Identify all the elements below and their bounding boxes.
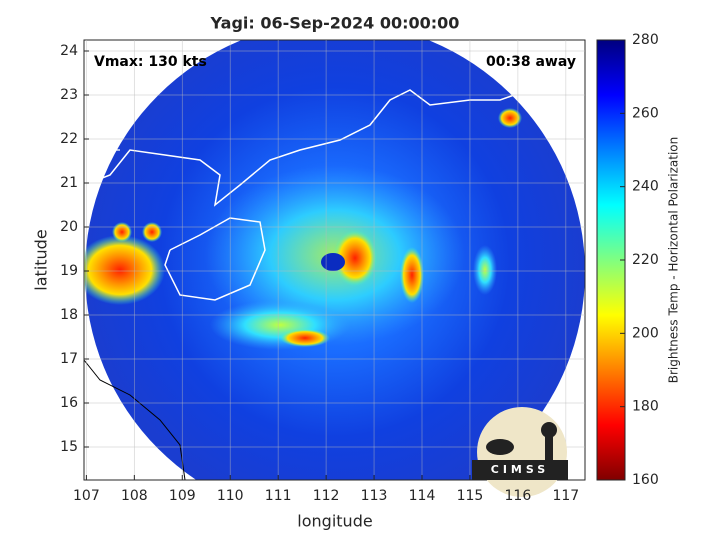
colorbar-tick-label: 200 [632,325,659,341]
colorbar-tick-label: 160 [632,472,659,488]
colorbar-tick-label: 260 [632,105,659,121]
y-axis-label: latitude [32,229,51,290]
x-tick-label: 113 [361,488,388,504]
y-tick-label: 21 [60,175,78,191]
y-tick-label: 16 [60,395,78,411]
x-tick-label: 107 [73,488,100,504]
y-tick-label: 23 [60,87,78,103]
logo: CIMSS [472,407,568,497]
x-tick-label: 109 [169,488,196,504]
colorbar-tick-label: 240 [632,179,659,195]
satellite-image [84,40,585,480]
x-tick-label: 110 [217,488,244,504]
x-tick-label: 116 [505,488,532,504]
x-axis-label: longitude [297,512,372,531]
y-tick-label: 15 [60,439,78,455]
y-tick-label: 19 [60,263,78,279]
annotation: 00:38 away [486,54,576,70]
annotation: Vmax: 130 kts [94,54,207,70]
y-tick-label: 22 [60,131,78,147]
x-tick-label: 115 [457,488,484,504]
colorbar-tick-label: 180 [632,399,659,415]
colorbar-label: Brightness Temp - Horizontal Polarizatio… [667,137,681,384]
plot-frame [83,39,586,481]
x-tick-label: 111 [265,488,292,504]
y-tick-label: 17 [60,351,78,367]
y-tick-label: 20 [60,219,78,235]
chart-title: Yagi: 06-Sep-2024 00:00:00 [210,14,460,33]
y-tick-label: 18 [60,307,78,323]
x-tick-label: 117 [552,488,579,504]
y-tick-label: 24 [60,43,78,59]
logo-text: CIMSS [491,463,549,476]
x-tick-label: 108 [121,488,148,504]
x-tick-label: 114 [409,488,436,504]
grid [84,40,585,480]
colorbar-tick-label: 280 [632,32,659,48]
x-tick-label: 112 [313,488,340,504]
colorbar-tick-label: 220 [632,252,659,268]
